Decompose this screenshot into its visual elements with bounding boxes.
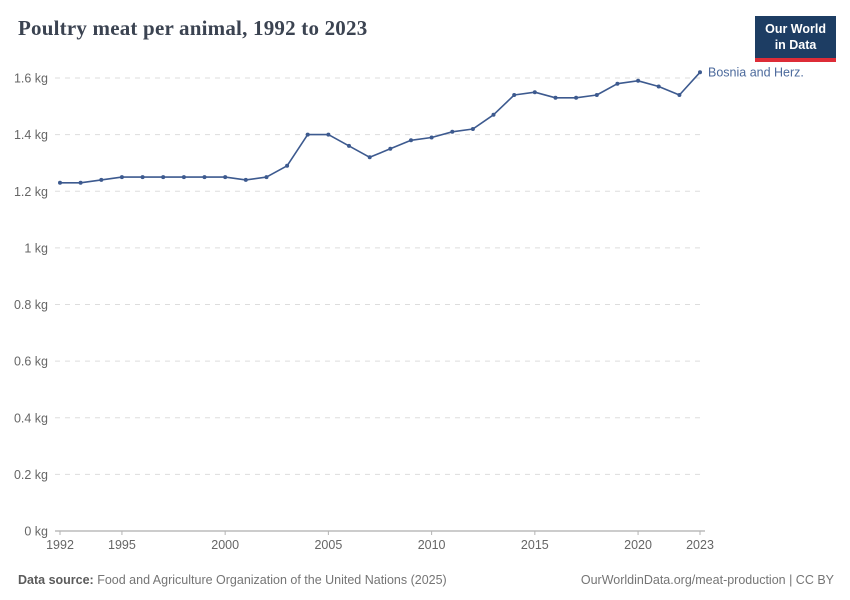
data-point[interactable]	[409, 138, 413, 143]
owid-logo-line2: in Data	[774, 38, 817, 53]
y-tick-label: 0.2 kg	[14, 468, 48, 482]
data-point[interactable]	[181, 175, 186, 180]
data-point[interactable]	[512, 93, 517, 97]
owid-logo-line1: Our World	[765, 22, 826, 36]
data-point[interactable]	[58, 180, 62, 185]
data-point[interactable]	[656, 84, 661, 89]
data-point[interactable]	[553, 95, 558, 100]
data-point[interactable]	[140, 175, 145, 180]
data-point[interactable]	[367, 155, 372, 160]
data-source: Data source: Food and Agriculture Organi…	[18, 573, 447, 587]
x-tick-label: 1992	[46, 538, 74, 552]
chart-title: Poultry meat per animal, 1992 to 2023	[18, 16, 368, 40]
y-tick-label: 0.8 kg	[14, 298, 48, 312]
data-point[interactable]	[119, 175, 124, 180]
data-source-label: Data source:	[18, 573, 94, 587]
y-tick-label: 0.6 kg	[14, 355, 48, 369]
data-point[interactable]	[532, 90, 537, 95]
data-point[interactable]	[470, 127, 475, 131]
series-line[interactable]	[60, 71, 701, 184]
x-tick-label: 2005	[314, 538, 342, 552]
data-point[interactable]	[99, 177, 104, 182]
data-point[interactable]	[574, 95, 579, 100]
data-point[interactable]	[677, 93, 682, 97]
y-tick-label: 0.4 kg	[14, 411, 48, 425]
y-tick-label: 1.2 kg	[14, 185, 48, 199]
data-point[interactable]	[636, 78, 641, 83]
data-point[interactable]	[698, 70, 702, 75]
data-source-text[interactable]: Food and Agriculture Organization of the…	[93, 573, 447, 587]
footer-credit-link[interactable]: OurWorldinData.org/meat-production | CC …	[580, 573, 834, 587]
data-point[interactable]	[388, 146, 393, 151]
chart-footer: Data source: Food and Agriculture Organi…	[18, 573, 834, 587]
data-point[interactable]	[305, 132, 310, 137]
data-point[interactable]	[450, 129, 455, 134]
x-tick-label: 2020	[624, 538, 652, 552]
data-point[interactable]	[243, 177, 248, 182]
series-end-label[interactable]: Bosnia and Herz.	[708, 65, 804, 79]
y-tick-label: 1 kg	[24, 241, 48, 255]
x-tick-label: 2023	[686, 538, 714, 552]
x-tick-label: 1995	[108, 538, 136, 552]
data-point[interactable]	[347, 143, 351, 148]
chart-header: Poultry meat per animal, 1992 to 2023 Ou…	[18, 16, 836, 62]
x-tick-label: 2015	[521, 538, 549, 552]
x-tick-label: 2010	[418, 538, 446, 552]
data-point[interactable]	[78, 180, 83, 185]
y-tick-label: 1.6 kg	[14, 72, 48, 86]
data-point[interactable]	[491, 112, 496, 117]
data-point[interactable]	[264, 175, 269, 180]
data-point[interactable]	[326, 132, 331, 137]
y-tick-label: 0 kg	[24, 525, 48, 539]
data-point[interactable]	[615, 81, 620, 86]
x-tick-label: 2000	[211, 538, 239, 552]
data-point[interactable]	[285, 163, 290, 168]
data-point[interactable]	[202, 175, 207, 180]
owid-logo[interactable]: Our World in Data	[755, 16, 836, 62]
data-point[interactable]	[594, 93, 599, 97]
y-tick-label: 1.4 kg	[14, 128, 48, 142]
data-point[interactable]	[223, 175, 228, 180]
data-point[interactable]	[161, 175, 166, 180]
data-point[interactable]	[429, 135, 434, 140]
